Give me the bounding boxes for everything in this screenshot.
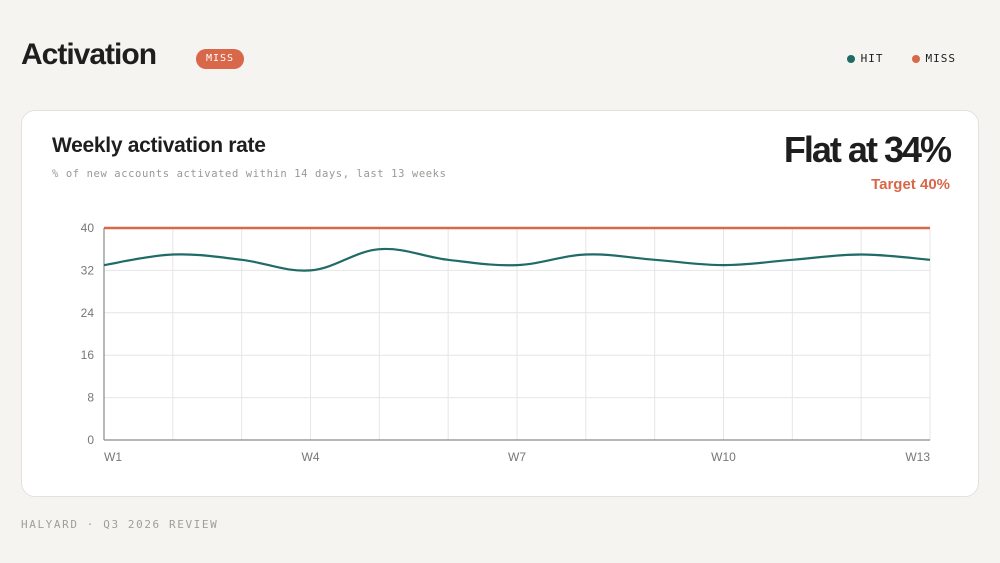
line-chart: 0 8 16 24 32 40 W1 W4 W7 W10 W13 bbox=[81, 221, 931, 464]
x-tick-label: W1 bbox=[104, 450, 122, 464]
legend: HIT MISS bbox=[846, 52, 957, 65]
y-tick-label: 0 bbox=[87, 433, 94, 447]
legend-dot-miss bbox=[911, 54, 920, 63]
x-tick-label: W13 bbox=[905, 450, 930, 464]
x-tick-label: W10 bbox=[711, 450, 736, 464]
chart-subtitle: % of new accounts activated within 14 da… bbox=[52, 168, 447, 180]
x-tick-label: W7 bbox=[508, 450, 526, 464]
y-tick-label: 16 bbox=[81, 348, 95, 362]
headline-value: Flat at 34% bbox=[783, 129, 952, 170]
legend-label-miss: MISS bbox=[925, 52, 956, 65]
legend-dot-hit bbox=[846, 54, 855, 63]
status-badge: MISS bbox=[196, 49, 245, 69]
y-tick-label: 24 bbox=[81, 306, 95, 320]
chart-card: Weekly activation rate % of new accounts… bbox=[21, 110, 979, 497]
legend-label-hit: HIT bbox=[860, 52, 884, 65]
y-tick-label: 40 bbox=[81, 221, 95, 235]
legend-item-hit: HIT bbox=[846, 52, 884, 65]
target-label: Target 40% bbox=[871, 176, 950, 193]
legend-item-miss: MISS bbox=[911, 52, 957, 65]
chart-title: Weekly activation rate bbox=[52, 134, 266, 157]
footer-caption: HALYARD · Q3 2026 REVIEW bbox=[21, 518, 219, 531]
x-tick-label: W4 bbox=[302, 450, 320, 464]
y-tick-label: 32 bbox=[81, 263, 95, 277]
y-tick-label: 8 bbox=[87, 391, 94, 405]
page-title: Activation bbox=[21, 38, 157, 71]
